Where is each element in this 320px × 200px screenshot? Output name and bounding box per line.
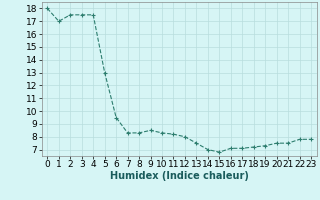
X-axis label: Humidex (Indice chaleur): Humidex (Indice chaleur) [110, 171, 249, 181]
